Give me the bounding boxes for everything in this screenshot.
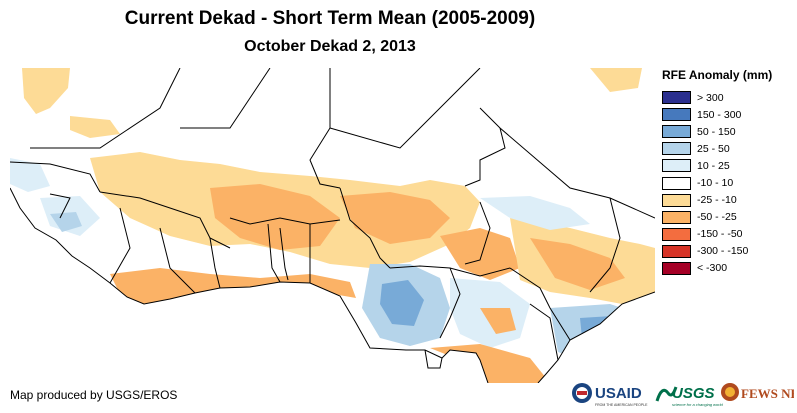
legend-item: -25 - -10 xyxy=(662,192,797,209)
legend-label: 150 - 300 xyxy=(697,108,742,121)
legend-label: 25 - 50 xyxy=(697,142,730,155)
map-title: Current Dekad - Short Term Mean (2005-20… xyxy=(124,8,536,29)
map-credit: Map produced by USGS/EROS xyxy=(10,388,178,402)
rainfall-anomaly-map xyxy=(10,68,655,383)
legend-item: 50 - 150 xyxy=(662,123,797,140)
usgs-tagline: science for a changing world xyxy=(672,402,723,407)
legend-items: > 300 150 - 300 50 - 150 25 - 50 10 - 25 -10 … xyxy=(662,89,797,277)
legend-swatch xyxy=(662,210,691,224)
legend-swatch xyxy=(662,91,691,105)
legend-swatch xyxy=(662,125,691,139)
partner-logos: USAID FROM THE AMERICAN PEOPLE USGS scie… xyxy=(572,383,794,407)
legend-item: > 300 xyxy=(662,89,797,106)
legend-label: -300 - -150 xyxy=(697,245,749,258)
legend-swatch xyxy=(662,159,691,173)
usaid-tagline: FROM THE AMERICAN PEOPLE xyxy=(595,403,648,407)
legend-item: 25 - 50 xyxy=(662,140,797,157)
usaid-wordmark: USAID xyxy=(595,385,642,402)
legend-item: -10 - 10 xyxy=(662,174,797,191)
legend-swatch xyxy=(662,108,691,122)
legend-item: -50 - -25 xyxy=(662,209,797,226)
legend-item: 10 - 25 xyxy=(662,157,797,174)
legend-label: -10 - 10 xyxy=(697,177,734,190)
legend-item: -300 - -150 xyxy=(662,243,797,260)
legend-swatch xyxy=(662,261,691,275)
legend-swatch xyxy=(662,227,691,241)
fewsnet-wordmark: FEWS NET xyxy=(741,386,794,401)
legend: RFE Anomaly (mm) > 300 150 - 300 50 - 150 2… xyxy=(662,68,797,277)
fewsnet-logo: FEWS NET xyxy=(721,383,794,401)
legend-swatch xyxy=(662,176,691,190)
legend-label: 10 - 25 xyxy=(697,159,730,172)
legend-swatch xyxy=(662,244,691,258)
legend-swatch xyxy=(662,142,691,156)
usaid-logo: USAID FROM THE AMERICAN PEOPLE xyxy=(572,383,648,407)
usgs-wordmark: USGS xyxy=(672,385,715,402)
usgs-logo: USGS science for a changing world xyxy=(655,385,723,407)
legend-label: < -300 xyxy=(697,262,728,275)
legend-label: 50 - 150 xyxy=(697,125,736,138)
legend-title: RFE Anomaly (mm) xyxy=(662,68,773,82)
legend-item: < -300 xyxy=(662,260,797,277)
legend-label: -25 - -10 xyxy=(697,194,737,207)
legend-item: 150 - 300 xyxy=(662,106,797,123)
legend-label: -50 - -25 xyxy=(697,211,737,224)
legend-label: > 300 xyxy=(697,91,724,104)
legend-swatch xyxy=(662,193,691,207)
map-subtitle: October Dekad 2, 2013 xyxy=(244,38,416,55)
legend-item: -150 - -50 xyxy=(662,226,797,243)
legend-label: -150 - -50 xyxy=(697,228,743,241)
